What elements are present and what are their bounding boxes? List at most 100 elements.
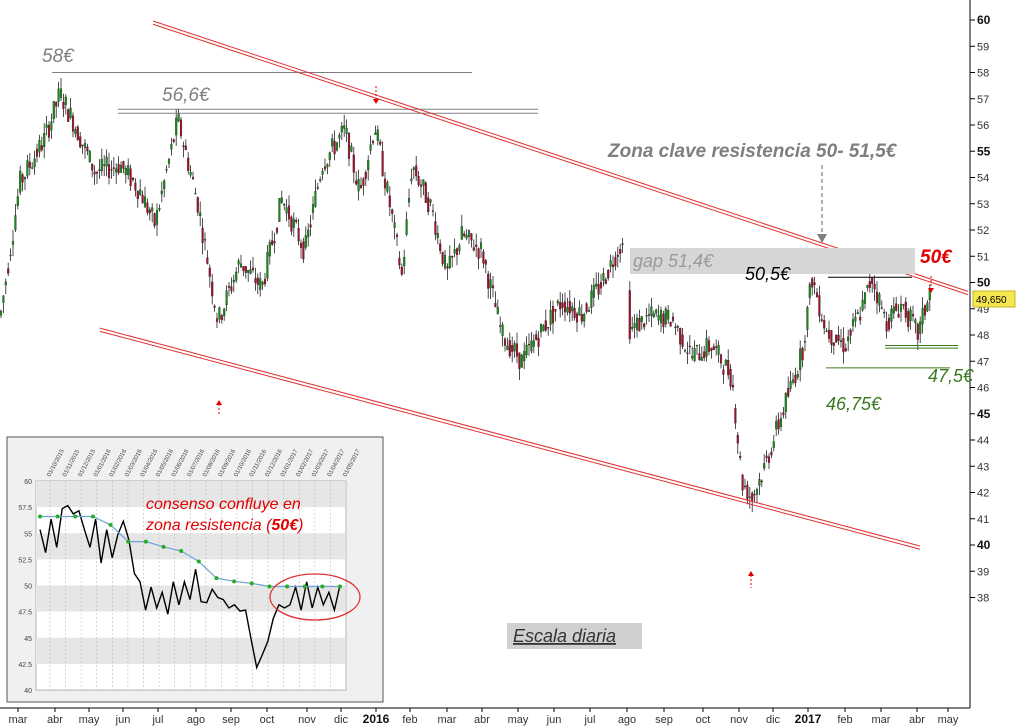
candle-body <box>746 484 749 500</box>
candle-body <box>175 117 178 136</box>
candle-body <box>451 256 454 258</box>
candle-body <box>655 309 658 314</box>
candle-body <box>741 474 744 491</box>
candle-body <box>652 313 655 318</box>
channel-line <box>99 330 921 550</box>
candle-body <box>676 325 679 328</box>
candle-body <box>530 340 533 352</box>
candle-body <box>832 342 835 346</box>
candle-body <box>854 316 857 322</box>
candle-body <box>659 309 663 324</box>
date-axis: mar abr may jun jul ago sep oct nov dic 2016 feb mar… <box>0 707 970 726</box>
candle-body <box>535 334 538 340</box>
candle-body <box>4 281 7 286</box>
candle-body <box>290 216 293 232</box>
candle-body <box>916 323 919 340</box>
candle-body <box>129 168 132 187</box>
candle-body <box>765 455 768 459</box>
candle-body <box>295 219 298 222</box>
candle-body <box>91 163 94 171</box>
candle-body <box>801 348 804 361</box>
candle-body <box>638 317 641 332</box>
candle-body <box>124 168 127 175</box>
candle-body <box>839 340 843 342</box>
candle-body <box>796 374 799 378</box>
candle-body <box>383 178 387 189</box>
inset-y-tick-label: 52.5 <box>18 557 32 564</box>
candle-body <box>782 412 785 416</box>
candle-body <box>52 101 55 120</box>
candle-body <box>784 393 787 413</box>
candle-body <box>170 143 173 150</box>
inset-y-tick-label: 45 <box>24 636 32 643</box>
candle-body <box>227 286 231 288</box>
inset-consensus-point <box>196 559 201 564</box>
candle-body <box>223 308 226 317</box>
candle-body <box>633 323 636 328</box>
candle-body <box>715 346 718 348</box>
inset-price-line <box>39 504 341 670</box>
chart-title: Zona clave resistencia 50- 51,5€ <box>607 141 898 162</box>
x-tick-label: jun <box>115 714 131 726</box>
candle-body <box>43 133 46 147</box>
candle-body <box>23 177 27 180</box>
candle-body <box>304 235 307 248</box>
x-tick-label: mar <box>872 714 891 726</box>
candle-body <box>763 463 766 469</box>
x-tick-label: nov <box>298 714 316 726</box>
y-tick-label: 56 <box>977 120 989 132</box>
candle-body <box>710 348 713 351</box>
y-tick-label: 40 <box>977 538 991 552</box>
candle-body <box>323 166 327 170</box>
candle-body <box>86 146 89 152</box>
candle-body <box>242 266 245 271</box>
x-tick-label: oct <box>260 714 275 726</box>
inset-consensus-point <box>55 514 60 519</box>
candle-body <box>115 168 118 173</box>
inset-y-tick-label: 57.5 <box>18 505 32 512</box>
candle-body <box>45 124 48 128</box>
candle-body <box>321 171 324 175</box>
candle-body <box>734 408 737 424</box>
candle-body <box>439 243 442 252</box>
x-tick-label: feb <box>402 714 417 726</box>
candle-body <box>671 316 675 321</box>
level-lines <box>52 72 958 369</box>
last-price-badge <box>972 290 1016 308</box>
y-tick-label: 44 <box>977 435 989 447</box>
candle-body <box>587 310 591 312</box>
candle-body <box>419 184 423 187</box>
candle-body <box>873 283 876 290</box>
x-tick-label: dic <box>766 714 781 726</box>
candle-body <box>551 306 555 324</box>
candle-body <box>643 323 646 328</box>
candle-body <box>604 279 607 284</box>
candle-body <box>631 327 634 329</box>
last-price-label: 49,650 <box>976 295 1007 306</box>
candle-body <box>398 257 401 266</box>
gap-zone <box>630 248 915 274</box>
candle-body <box>691 356 694 359</box>
candle-body <box>16 196 19 207</box>
inset-band <box>36 637 346 664</box>
x-tick-label: feb <box>837 714 852 726</box>
candle-body <box>607 270 610 279</box>
candle-body <box>326 164 329 168</box>
candle-body <box>196 197 199 213</box>
candle-body <box>376 129 379 141</box>
candle-body <box>381 150 384 177</box>
candle-body <box>851 319 855 326</box>
candle-body <box>897 313 900 318</box>
candle-body <box>499 325 502 327</box>
candle-body <box>662 313 665 328</box>
candle-body <box>177 113 180 122</box>
candle-body <box>218 307 221 320</box>
candle-body <box>724 359 727 366</box>
x-tick-label: ago <box>618 714 636 726</box>
candle-body <box>599 282 603 289</box>
candle-body <box>319 179 322 181</box>
candle-body <box>580 314 583 322</box>
candle-body <box>146 202 149 213</box>
candle-body <box>393 222 396 229</box>
